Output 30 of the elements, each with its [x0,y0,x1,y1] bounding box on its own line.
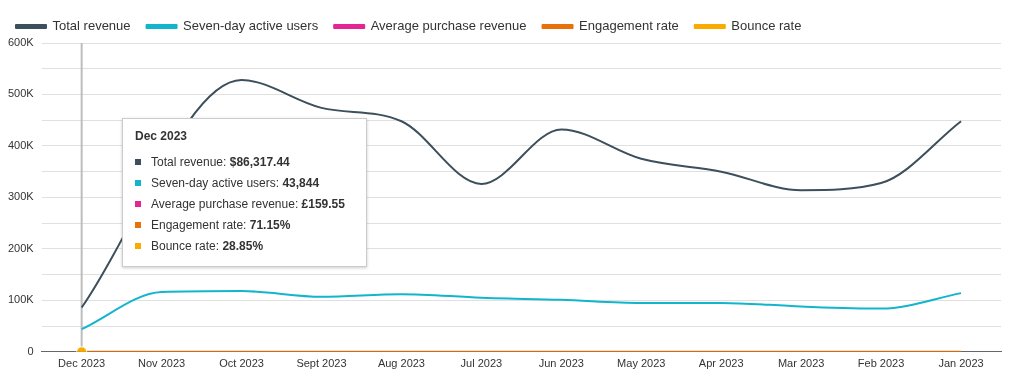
annotation: Engagement rate: 71.15% [151,217,291,232]
annotation: Seven-day active users: 43,844 [151,175,320,190]
x-tick-label: Nov 2023 [138,357,186,370]
y-tick-label: 0 [27,344,34,357]
annotation: Total revenue: $86,317.44 [151,154,290,169]
y-tick-label: 500K [7,87,35,100]
y-tick-label: 300K [7,190,35,203]
x-tick-label: Jan 2023 [938,357,984,370]
x-tick-label: Sept 2023 [296,357,347,370]
x-tick-label: Feb 2023 [857,357,905,370]
x-tick-label: Aug 2023 [377,357,425,370]
annotation: Average purchase revenue: £159.55 [151,196,345,211]
y-tick-label: 200K [7,241,35,254]
y-tick-label: 400K [7,138,35,151]
x-tick-label: Dec 2023 [58,357,106,370]
legend-label: Total revenue [52,18,131,34]
x-tick-label: Oct 2023 [219,357,264,370]
annotation: Dec 2023 [135,129,189,143]
x-tick-label: May 2023 [617,357,666,370]
annotation: Bounce rate: 28.85% [151,238,264,253]
x-tick-label: Apr 2023 [698,357,744,370]
y-tick-label: 100K [7,293,35,306]
y-tick-label: 600K [7,36,35,49]
legend-label: Bounce rate [731,18,802,34]
legend-label: Engagement rate [579,18,679,34]
legend-label: Average purchase revenue [370,18,527,34]
x-tick-label: Mar 2023 [777,357,825,370]
x-tick-label: Jul 2023 [460,357,503,370]
legend-label: Seven-day active users [183,18,319,34]
x-tick-label: Jun 2023 [538,357,584,370]
